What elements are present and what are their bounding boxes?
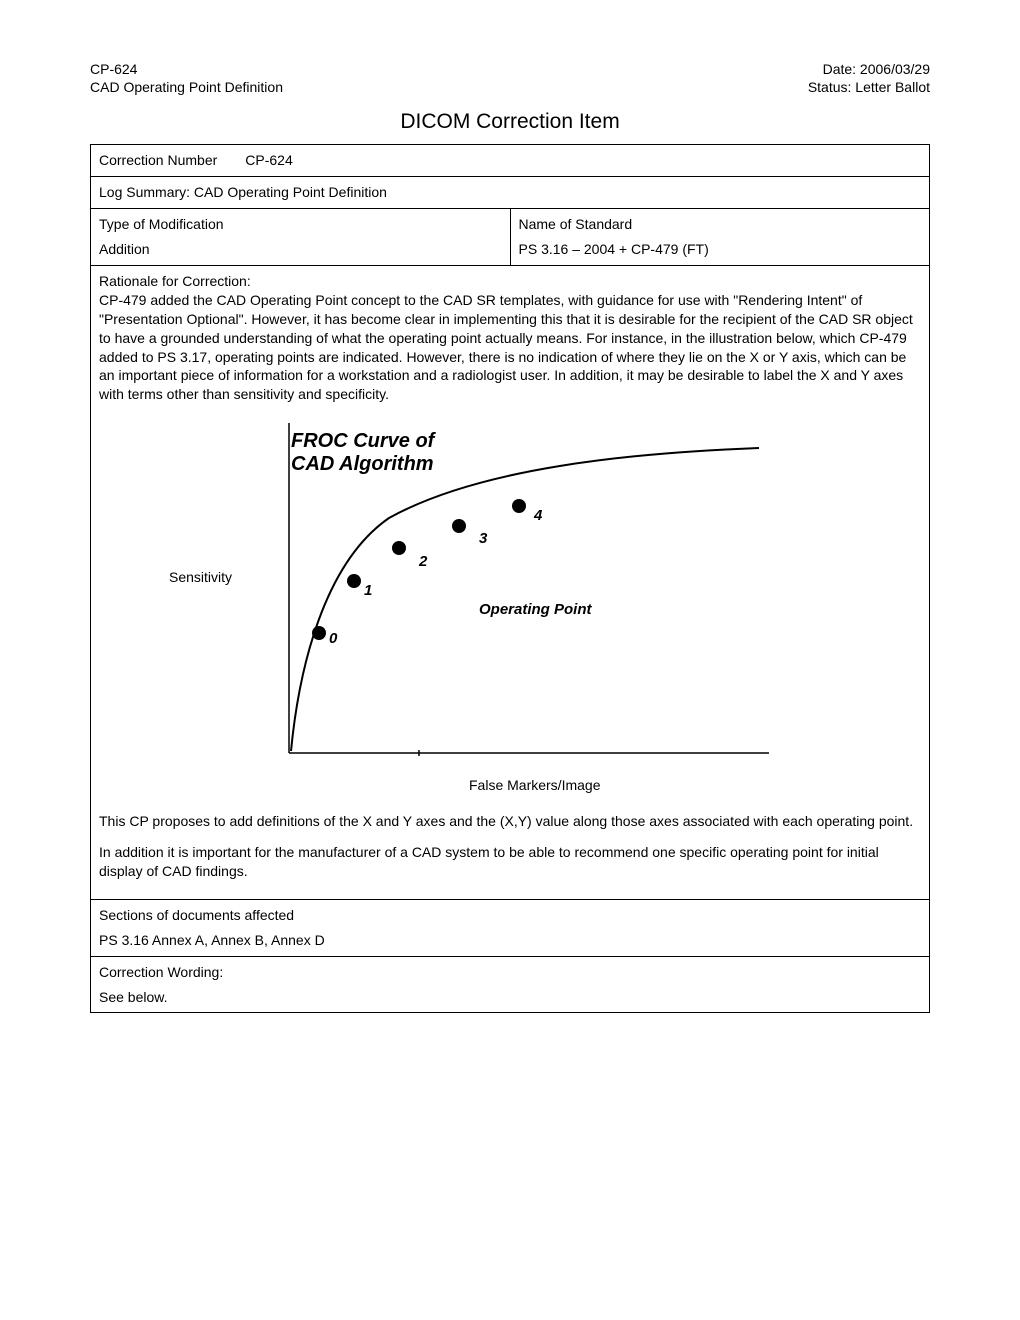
page: CP-624 CAD Operating Point Definition Da… [0,0,1020,1053]
svg-text:3: 3 [479,530,488,547]
correction-table: Correction Number CP-624 Log Summary: CA… [90,144,930,1013]
svg-text:1: 1 [364,582,372,599]
rationale-p2: This CP proposes to add definitions of t… [99,812,921,831]
operating-point-label: Operating Point [479,600,592,620]
page-title: DICOM Correction Item [90,110,930,134]
svg-text:2: 2 [418,553,428,570]
chart-xlabel: False Markers/Image [469,776,600,795]
wording-value: See below. [99,988,921,1007]
sections-value: PS 3.16 Annex A, Annex B, Annex D [99,931,921,950]
rationale-label: Rationale for Correction: [99,272,921,291]
type-mod-value: Addition [99,240,502,259]
cell-name-std: Name of Standard PS 3.16 – 2004 + CP-479… [510,209,930,266]
svg-text:0: 0 [329,630,338,647]
cell-type-mod: Type of Modification Addition [91,209,511,266]
svg-text:4: 4 [533,507,543,524]
row-log-summary: Log Summary: CAD Operating Point Definit… [91,177,930,209]
header-status: Status: Letter Ballot [808,78,930,96]
row-rationale: Rationale for Correction: CP-479 added t… [91,265,930,899]
name-std-value: PS 3.16 – 2004 + CP-479 (FT) [519,240,922,259]
chart-ylabel: Sensitivity [169,568,232,587]
sections-label: Sections of documents affected [99,906,921,925]
froc-chart: FROC Curve of CAD Algorithm Sensitivity … [99,418,921,778]
rationale-p1: CP-479 added the CAD Operating Point con… [99,291,921,404]
header-left: CP-624 CAD Operating Point Definition [90,60,283,96]
row-wording: Correction Wording: See below. [91,956,930,1013]
row-correction-number: Correction Number CP-624 [91,145,930,177]
name-std-label: Name of Standard [519,215,922,234]
header-cp: CP-624 [90,60,283,78]
rationale-p3: In addition it is important for the manu… [99,843,921,881]
page-header: CP-624 CAD Operating Point Definition Da… [90,60,930,96]
row-sections: Sections of documents affected PS 3.16 A… [91,899,930,956]
wording-label: Correction Wording: [99,963,921,982]
type-mod-label: Type of Modification [99,215,502,234]
chart-svg: 0 1 2 3 4 [279,418,779,763]
correction-number-label: Correction Number [99,151,217,170]
header-subtitle: CAD Operating Point Definition [90,78,283,96]
correction-number-value: CP-624 [245,151,292,170]
header-right: Date: 2006/03/29 Status: Letter Ballot [808,60,930,96]
header-date: Date: 2006/03/29 [808,60,930,78]
